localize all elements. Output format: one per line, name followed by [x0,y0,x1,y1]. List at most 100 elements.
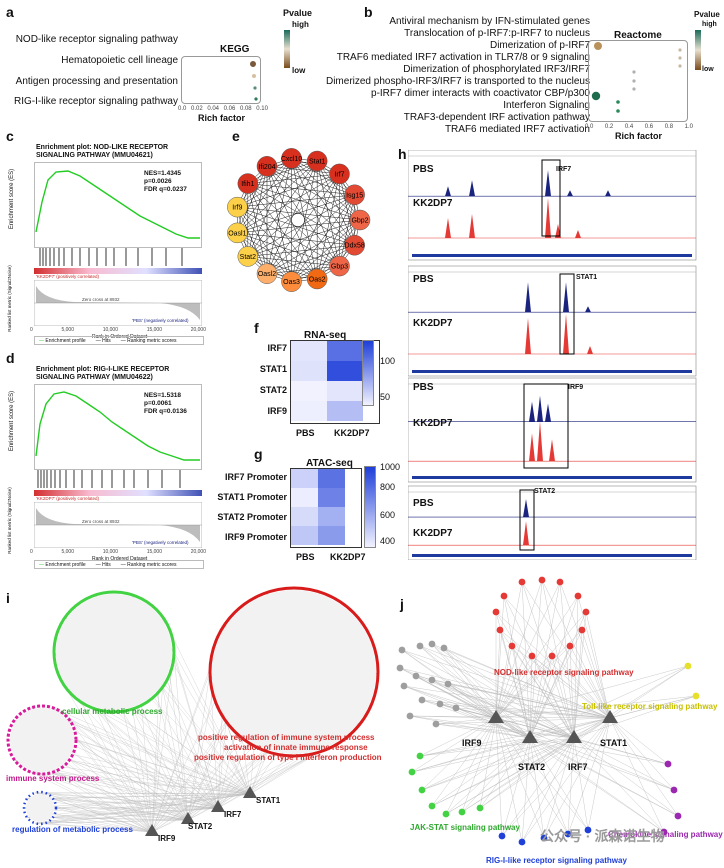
label-toll-pathway: Toll-like receptor signaling pathway [582,702,718,711]
gene-model [412,254,692,257]
kegg-edge [559,581,611,719]
kegg-edge [501,737,575,837]
gsea-c-xlabel: Rank in Ordered Dataset [92,334,148,340]
kegg-xticks: 0.0 0.02 0.04 0.06 0.08 0.10 [178,106,268,112]
kegg-edge [401,649,611,719]
genome-tracks [408,150,697,560]
tf-node [243,786,257,798]
kegg-edge [409,715,531,739]
signal-peak [445,186,451,197]
signal-peak [585,306,591,313]
go-edge [52,798,219,809]
rnaseq-legend-tick: 50 [380,392,391,402]
gsea-d-ylabel: Enrichment score (ES) [9,390,16,452]
panel-label-f: f [254,320,259,336]
heatmap-cell [291,507,318,526]
signal-peak [525,282,531,313]
kegg-edge [435,717,497,725]
heatmap-cell [291,526,318,545]
ppi-edge [237,232,292,282]
kegg-edge [573,737,665,833]
kegg-edge [543,737,575,839]
label-chemokine-pathway: Chemokine signaling pathway [608,830,723,839]
ppi-edge [339,194,355,267]
go-edge [55,807,153,833]
kegg-edge [421,737,531,791]
kegg-edge [419,737,575,757]
signal-peak [523,521,529,546]
gsea-c-nes: NES=1.4345 [144,170,182,177]
go-cluster-fill [56,594,172,710]
kegg-edge [411,737,575,773]
signal-peak [469,214,475,238]
gsea-c-pos-label: 'KK2DP7' (positively correlated) [36,274,99,279]
gsea-d-es-plot [34,384,202,470]
reactome-term: TRAF3-dependent IRF activation pathway [403,112,590,123]
kegg-edge [541,579,611,719]
go-edge [173,651,219,809]
signal-peak [587,346,593,354]
go-edge [69,759,189,821]
go-edge [162,687,189,821]
go-edge [27,793,251,818]
label-jak-stat-pathway: JAK-STAT signaling pathway [410,823,520,832]
gene-node [398,646,406,654]
gene-node [406,712,414,720]
ppi-edge [266,166,355,196]
gsea-c-legend: — Enrichment profile — Hits — Ranking me… [34,336,204,345]
go-edge [75,739,219,809]
gene-node [528,652,536,660]
ppi-node [281,271,302,292]
signal-peak [545,403,551,422]
kegg-edge [431,737,575,807]
ppi-node [306,268,328,290]
track-label: PBS [413,498,434,509]
track-label: KK2DP7 [413,318,453,329]
atacseq-legend-tick: 1000 [380,462,401,472]
ppi-node [256,263,278,284]
ppi-edge [266,166,355,246]
ppi-edge [237,194,355,208]
go-edge [35,823,153,833]
kegg-edge [447,683,575,739]
reactome-legend-high: high [702,21,717,28]
ppi-edge [266,166,292,282]
reactome-term: TRAF6 mediated IRF7 activation [444,124,590,135]
go-edge [27,817,153,833]
gsea-d-hits [37,470,181,488]
signal-peak [529,401,535,422]
ppi-node-label: Stat2 [240,254,256,261]
go-edge [217,751,269,809]
kegg-edge [495,695,697,719]
gsea-c-p: p=0.0026 [144,178,172,185]
kegg-edge [551,655,575,739]
ppi-node-label: Ddx58 [345,243,365,250]
go-edge [31,772,219,809]
track-label: KK2DP7 [413,198,453,209]
tf-node [145,824,159,836]
gene-model [412,554,692,557]
panel-label-g: g [254,446,263,462]
kegg-edge [461,717,611,813]
kegg-edge [439,703,611,719]
go-network [6,586,380,836]
go-edge [55,793,251,809]
gsea-d-rank-plot [34,502,202,548]
kegg-edge [567,737,575,835]
gene-node [496,626,504,634]
tf-node [181,812,195,824]
go-edge [52,798,189,821]
gene-node [664,760,672,768]
gene-node [540,834,548,842]
kegg-edge [531,655,575,739]
ppi-edge [247,219,361,257]
gene-node [476,804,484,812]
kegg-edge [495,717,665,833]
go-edge [52,772,251,795]
kegg-edge [529,737,569,835]
ppi-edge [266,219,361,274]
rnaseq-legend-tick: 100 [380,356,396,366]
gene-model [412,476,692,479]
go-edge [52,793,251,799]
gsea-c-rank-ylabel: Ranked list metric (Signal2Noise) [6,265,12,332]
